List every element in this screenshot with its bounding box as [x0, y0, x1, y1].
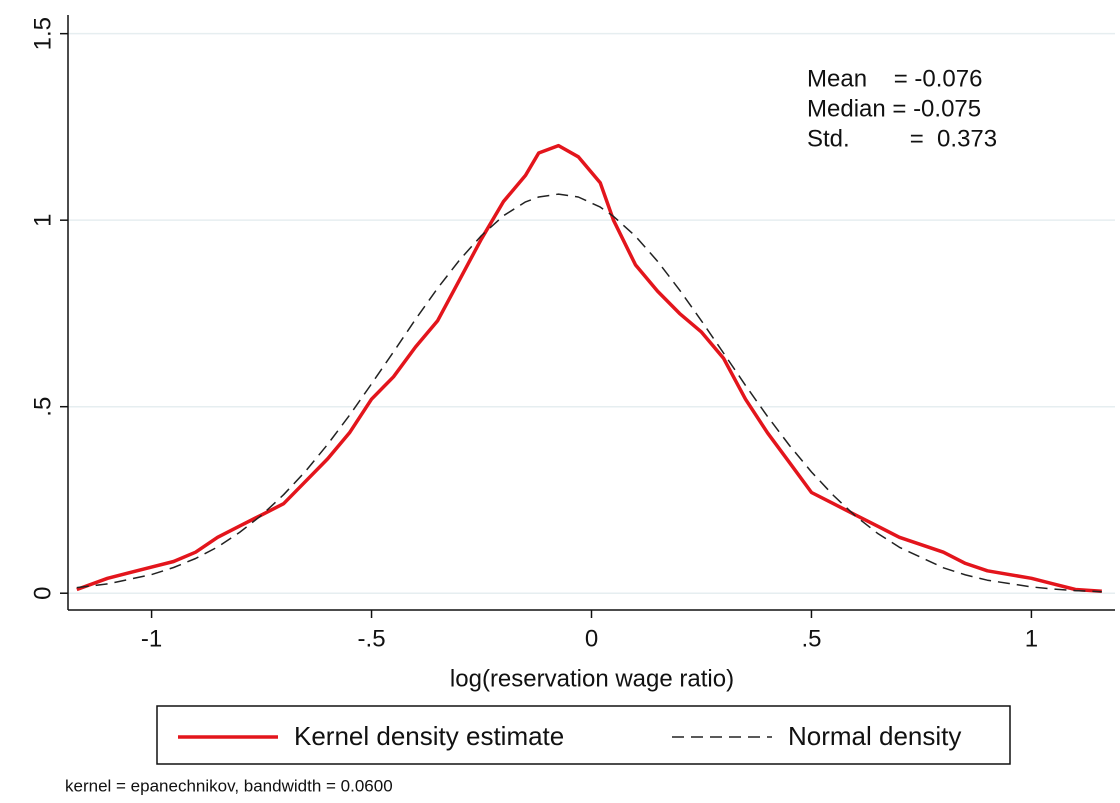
legend-box [156, 705, 1011, 765]
x-tick-label: .5 [801, 625, 821, 652]
annotation: Median = -0.075 [807, 95, 981, 122]
annotation: Std. = 0.373 [807, 125, 997, 152]
y-tick-label: 1 [29, 213, 56, 226]
note: kernel = epanechnikov, bandwidth = 0.060… [65, 776, 393, 795]
data-line [76, 143, 1102, 594]
y-tick-label: .5 [29, 397, 56, 417]
y-tick-label: 1.5 [29, 17, 56, 50]
x-tick-label: 0 [585, 625, 598, 652]
y-tick-label: 0 [29, 587, 56, 600]
x-tick-label: 1 [1025, 625, 1038, 652]
annotation: Mean = -0.076 [807, 65, 982, 92]
legend-label: Kernel density estimate [294, 721, 564, 751]
x-tick-label: -.5 [358, 625, 386, 652]
x-axis-title: log(reservation wage ratio) [450, 665, 734, 692]
data-line [76, 193, 1102, 593]
x-tick-label: -1 [141, 625, 162, 652]
legend-label: Normal density [788, 721, 961, 751]
